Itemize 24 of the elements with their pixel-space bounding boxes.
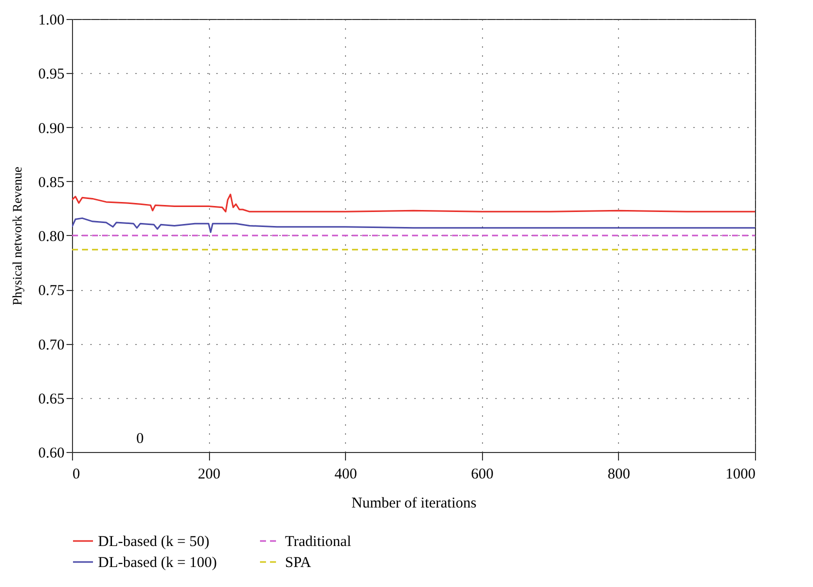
x-axis-title: Number of iterations	[352, 496, 477, 512]
legend-label: Traditional	[285, 534, 352, 550]
line-series	[72, 194, 755, 212]
x-tick-label: 1000	[726, 466, 756, 482]
y-tick-label: 0.65	[38, 391, 64, 408]
y-tick-label: 0.95	[38, 66, 64, 83]
y-tick-label: 0.85	[38, 174, 64, 191]
legend-label: DL-based (k = 100)	[98, 555, 217, 571]
y-tick-label: 0.75	[38, 283, 64, 300]
y-tick-label: 0.60	[38, 446, 64, 462]
y-axis-title: Physical network Revenue	[9, 166, 24, 306]
x-tick-label: 0	[72, 466, 80, 482]
x-tick-label: 600	[471, 466, 494, 482]
y-tick-label: 0.80	[38, 229, 64, 245]
y-tick-label: 0.70	[38, 337, 64, 354]
legend-label: SPA	[285, 555, 312, 571]
annotation: 0	[136, 431, 144, 447]
y-tick-label: 0.90	[38, 120, 64, 137]
x-tick-label: 400	[334, 466, 357, 482]
x-tick-label: 800	[608, 466, 630, 482]
x-tick-label: 200	[198, 466, 220, 482]
legend-label: DL-based (k = 50)	[98, 534, 210, 550]
y-tick-label: 1.00	[38, 12, 64, 28]
line-series	[72, 217, 755, 233]
